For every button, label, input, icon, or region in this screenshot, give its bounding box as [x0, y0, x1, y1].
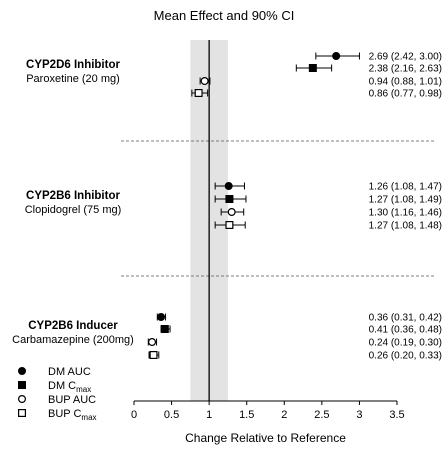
point-estimate — [194, 88, 203, 97]
x-tick-label: 3 — [356, 409, 362, 421]
legend-marker — [18, 395, 27, 404]
point-estimate — [148, 338, 157, 347]
legend-label: BUP AUC — [48, 394, 96, 406]
legend-marker — [18, 367, 27, 376]
estimate-label: 0.36 (0.31, 0.42) — [369, 313, 442, 324]
legend-marker — [18, 381, 27, 390]
group-subtitle: Carbamazepine (200mg) — [12, 334, 134, 346]
legend-marker — [18, 409, 27, 418]
estimate-label: 0.24 (0.19, 0.30) — [369, 338, 442, 349]
point-estimate — [225, 221, 234, 230]
group-divider-layer — [121, 140, 434, 277]
group-subtitle: Clopidogrel (75 mg) — [25, 204, 122, 216]
group-subtitle: Paroxetine (20 mg) — [26, 73, 120, 85]
estimate-label: 2.38 (2.16, 2.63) — [369, 64, 442, 75]
point-estimate — [200, 76, 209, 85]
point-estimate — [224, 182, 233, 191]
labels-layer: Mean Effect and 90% CI CYP2D6 Inhibitor Pa… — [12, 8, 442, 362]
estimate-label: 0.86 (0.77, 0.98) — [369, 89, 442, 100]
legend-label: DM Cmax — [48, 380, 91, 394]
group-title: CYP2B6 Inhibitor — [26, 190, 120, 202]
point-estimate — [308, 63, 317, 72]
point-estimate — [332, 51, 341, 60]
x-axis-label: Change Relative to Reference — [185, 431, 346, 445]
point-estimate — [225, 195, 234, 204]
legend-label: BUP Cmax — [48, 408, 97, 422]
legend-subscript: max — [76, 385, 91, 394]
x-tick-label: 2 — [281, 409, 287, 421]
group-title: CYP2D6 Inhibitor — [26, 59, 120, 71]
estimate-label: 0.26 (0.20, 0.33) — [369, 351, 442, 362]
point-estimate — [149, 351, 158, 360]
point-estimate — [160, 325, 169, 334]
x-axis: 0 0.5 1 1.5 2 2.5 3 3.5 Change Relative to Refer… — [131, 400, 405, 445]
estimate-label: 1.27 (1.08, 1.48) — [369, 221, 442, 232]
estimate-label: 1.30 (1.16, 1.46) — [369, 208, 442, 219]
estimate-label: 0.41 (0.36, 0.48) — [369, 325, 442, 336]
x-tick-label: 0.5 — [164, 409, 179, 421]
data-marks-layer — [147, 51, 360, 360]
x-tick-label: 0 — [131, 409, 137, 421]
estimate-label: 0.94 (0.88, 1.01) — [369, 77, 442, 88]
legend-label: DM AUC — [48, 366, 91, 378]
x-tick-label: 2.5 — [314, 409, 329, 421]
point-estimate — [227, 208, 236, 217]
estimate-label: 1.26 (1.08, 1.47) — [369, 182, 442, 193]
x-tick-label: 1.5 — [239, 409, 254, 421]
estimate-label: 2.69 (2.42, 3.00) — [369, 52, 442, 63]
chart-title: Mean Effect and 90% CI — [154, 8, 295, 23]
legend-subscript: max — [81, 413, 96, 422]
x-tick-label: 1 — [206, 409, 212, 421]
x-tick-label: 3.5 — [389, 409, 404, 421]
point-estimate — [157, 313, 166, 322]
group-title: CYP2B6 Inducer — [28, 320, 118, 332]
estimate-label: 1.27 (1.08, 1.49) — [369, 195, 442, 206]
